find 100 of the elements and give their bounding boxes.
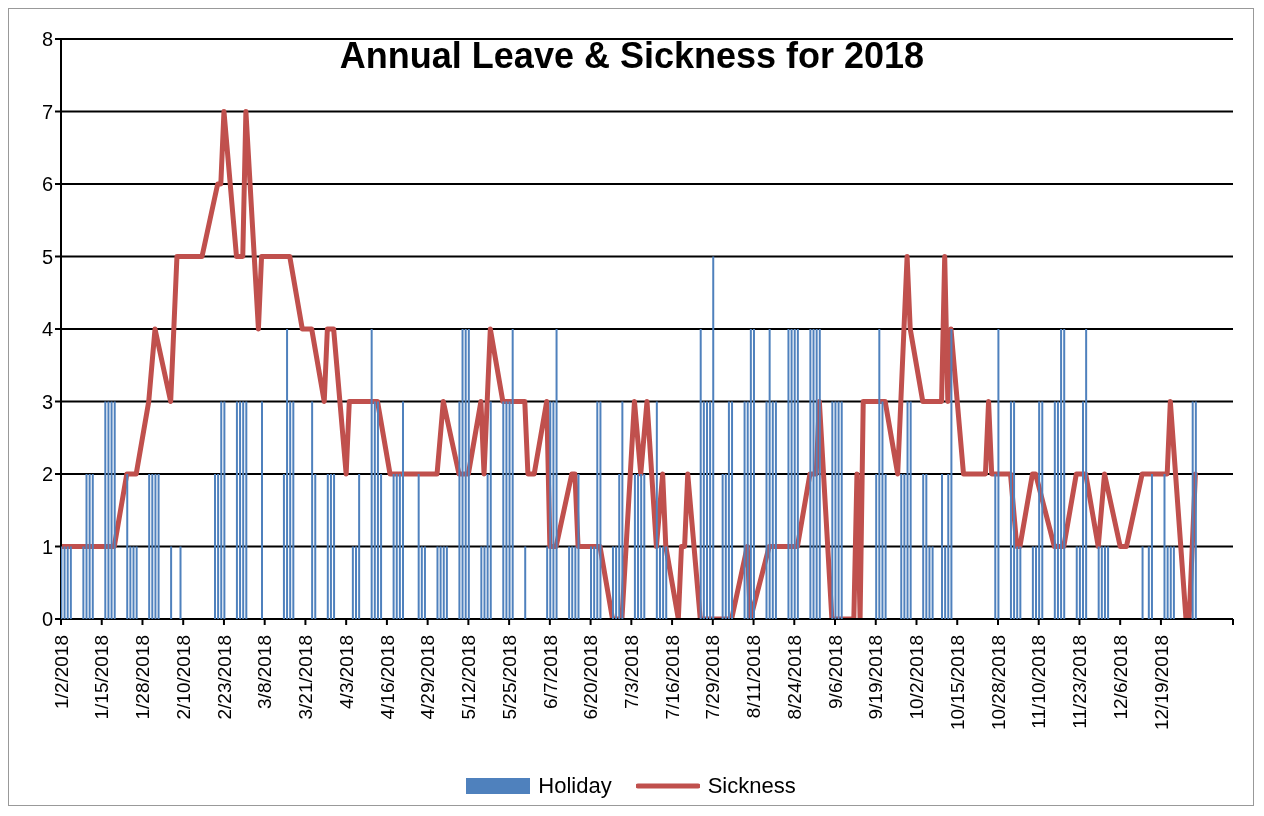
bar [239,401,242,619]
bar [1191,401,1194,619]
bar [793,329,796,619]
bar [351,546,354,619]
x-tick-label: 3/21/2018 [295,635,317,720]
bar [245,401,248,619]
bar [787,329,790,619]
x-tick-label: 4/16/2018 [376,635,398,720]
bar [151,474,154,619]
bar [461,329,464,619]
bar [941,474,943,619]
bar [242,401,245,619]
x-tick-label: 9/6/2018 [824,635,846,709]
bar [445,546,448,619]
bar [1103,546,1106,619]
x-tick-label: 5/12/2018 [458,635,480,720]
bar [260,401,263,619]
bar [1166,546,1169,619]
x-tick-label: 1/28/2018 [132,635,154,720]
bar [148,474,151,619]
x-tick-label: 11/23/2018 [1069,635,1091,729]
bar [110,401,113,619]
bar [442,546,445,619]
y-tick-label: 2 [41,463,53,486]
bar [637,474,640,619]
bar [831,401,834,619]
x-tick-label: 7/16/2018 [661,635,683,720]
bar [662,546,665,619]
bar [467,329,470,619]
bar [489,401,492,619]
bar [104,401,107,619]
bar [483,546,486,619]
bar [376,401,379,619]
bar [1141,546,1144,619]
y-tick-label: 5 [41,245,53,268]
x-tick-label: 12/19/2018 [1150,635,1172,731]
bar [774,401,777,619]
bar [884,474,887,619]
bar [85,474,88,619]
x-tick-label: 7/29/2018 [702,635,724,720]
bar [796,329,799,619]
bar [596,401,599,619]
x-tick-label: 10/28/2018 [987,635,1009,731]
bar [458,401,461,619]
bar [1019,546,1022,619]
bar [423,546,426,619]
bar [1097,546,1100,619]
bar [392,474,395,619]
bar [950,329,953,619]
x-tick-label: 10/2/2018 [906,635,928,720]
bar [179,546,182,619]
bar [577,474,580,619]
bar [699,329,702,619]
bar [931,546,934,619]
bar [900,474,903,619]
x-tick-label: 12/6/2018 [1109,635,1131,720]
bar [621,401,624,619]
x-tick-label: 5/25/2018 [498,635,520,720]
bar [643,474,646,619]
y-tick-label: 1 [41,535,53,558]
bar [590,546,593,619]
bar [812,329,815,619]
bar [549,401,552,619]
bar [1169,546,1172,619]
bar [731,401,734,619]
chart-title: Annual Leave & Sickness for 2018 [339,35,925,76]
x-tick-label: 3/8/2018 [254,635,276,709]
x-tick-label: 4/3/2018 [335,635,357,709]
bar [555,329,558,619]
bar [170,546,173,619]
bar [1194,401,1197,619]
bar [1038,401,1041,619]
bar [909,401,912,619]
bar [358,474,361,619]
bar [818,329,821,619]
bar [906,401,909,619]
bar [1075,546,1078,619]
bar [1100,546,1103,619]
bar [1013,401,1016,619]
bar [903,474,906,619]
bar [1009,401,1012,619]
bar [749,329,752,619]
bar [82,546,85,619]
bar [88,474,91,619]
y-tick-label: 4 [41,318,53,341]
x-tick-label: 1/15/2018 [91,635,113,720]
bar [505,401,508,619]
bar [925,474,928,619]
bar [809,329,812,619]
bar [154,474,157,619]
bar [1172,546,1175,619]
x-tick-label: 2/23/2018 [213,635,235,720]
bar [1053,401,1056,619]
bar [439,546,442,619]
bar [370,329,373,619]
bar [395,474,398,619]
y-tick-label: 3 [41,390,53,413]
bar [837,401,840,619]
bar [69,546,72,619]
x-tick-label: 9/19/2018 [865,635,887,720]
